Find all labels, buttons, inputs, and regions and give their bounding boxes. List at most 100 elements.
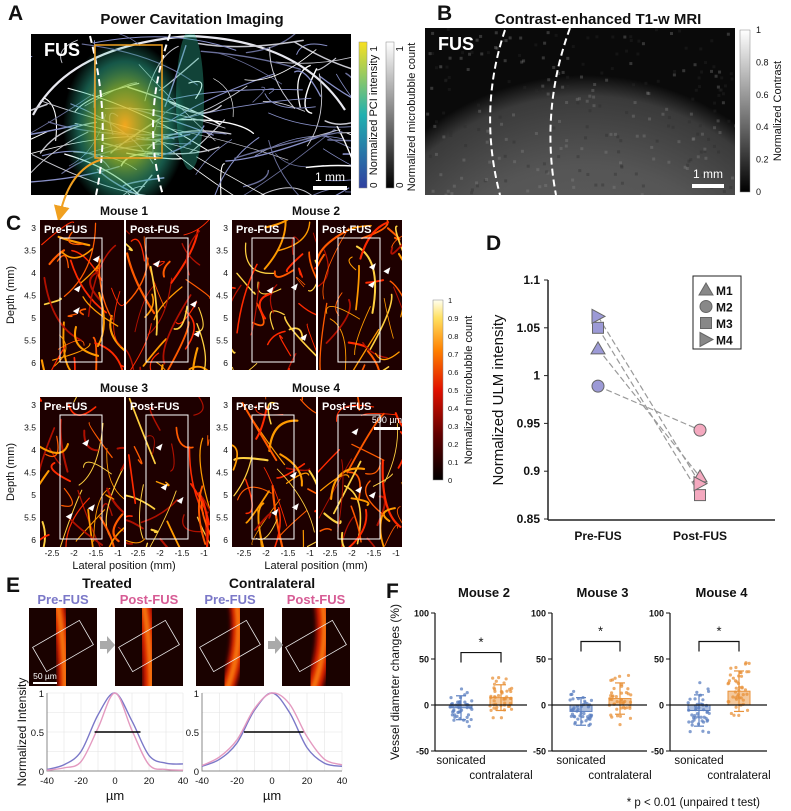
vessel-trace bbox=[237, 486, 272, 501]
mri-noise bbox=[430, 86, 434, 90]
vessel-trace bbox=[126, 252, 156, 315]
vessel-trace bbox=[193, 397, 204, 416]
mri-noise bbox=[601, 183, 605, 187]
mri-noise bbox=[698, 85, 702, 89]
vessel-trace bbox=[195, 139, 233, 175]
vessel-closeup-image bbox=[196, 608, 264, 686]
mri-noise bbox=[428, 154, 432, 158]
vessel-trace bbox=[144, 293, 155, 318]
mri-noise bbox=[713, 109, 717, 113]
mri-noise bbox=[729, 185, 733, 189]
vessel-trace bbox=[340, 516, 354, 547]
analysis-roi bbox=[145, 414, 189, 540]
vessel-trace bbox=[128, 397, 156, 465]
arrowhead-marker bbox=[289, 471, 297, 479]
mouse-title: Mouse 2 bbox=[458, 585, 510, 600]
vessel-trace bbox=[149, 265, 158, 336]
mri-noise bbox=[592, 104, 596, 108]
mri-noise bbox=[486, 51, 490, 55]
vessel-trace bbox=[266, 330, 286, 346]
vessel-core bbox=[141, 608, 154, 686]
mri-noise bbox=[700, 132, 704, 136]
vessel-trace bbox=[352, 328, 380, 370]
mri-noise bbox=[716, 85, 720, 89]
roi-box bbox=[94, 44, 163, 159]
data-point bbox=[626, 692, 630, 696]
mri-noise bbox=[716, 119, 720, 123]
ulm-image bbox=[232, 397, 316, 547]
cortex-surface bbox=[32, 34, 346, 116]
arrow-icon bbox=[268, 636, 283, 654]
mri-noise bbox=[545, 170, 549, 174]
x-tick-label: -2 bbox=[156, 548, 164, 558]
analysis-roi bbox=[59, 237, 103, 363]
vessel-trace bbox=[166, 520, 181, 547]
data-point bbox=[731, 676, 735, 680]
mri-noise bbox=[519, 36, 523, 40]
data-point bbox=[617, 674, 622, 678]
data-point bbox=[489, 695, 493, 700]
data-point bbox=[492, 699, 496, 703]
mri-noise bbox=[712, 144, 716, 148]
count-colorbar-min: 0 bbox=[395, 182, 406, 188]
mri-noise bbox=[672, 73, 676, 77]
mri-noise bbox=[520, 149, 524, 153]
data-point bbox=[505, 689, 509, 693]
vessel-trace bbox=[79, 308, 87, 316]
mri-noise bbox=[696, 132, 700, 136]
point-pre-m3 bbox=[592, 321, 604, 334]
data-point bbox=[699, 715, 703, 719]
mouse-title: Mouse 2 bbox=[292, 204, 340, 218]
mri-noise bbox=[475, 184, 479, 188]
vessel-closeup-image bbox=[282, 608, 350, 686]
panel-label-f: F bbox=[386, 580, 399, 603]
mri-noise bbox=[620, 164, 624, 168]
vessel-trace bbox=[400, 308, 402, 318]
mri-noise bbox=[522, 59, 526, 63]
vessel-trace bbox=[83, 461, 112, 475]
x-tick-label: -1.5 bbox=[367, 548, 382, 558]
vessel-trace bbox=[366, 537, 376, 547]
vessel-trace bbox=[318, 249, 329, 287]
vessel-trace bbox=[319, 527, 332, 532]
data-point bbox=[468, 706, 473, 710]
vessel-trace bbox=[201, 496, 210, 512]
vessel-trace bbox=[133, 445, 143, 465]
x-tick-label: 40 bbox=[337, 776, 348, 787]
mri-noise bbox=[671, 125, 675, 129]
vessel-trace bbox=[126, 242, 133, 252]
data-point bbox=[700, 719, 704, 723]
x-axis-label: µm bbox=[106, 788, 124, 803]
mri-noise bbox=[592, 95, 596, 99]
mri-noise bbox=[707, 194, 711, 195]
vessel-trace bbox=[126, 515, 133, 518]
vessel-trace bbox=[96, 291, 105, 348]
mri-noise bbox=[552, 65, 556, 69]
mri-noise bbox=[616, 135, 620, 139]
mri-noise bbox=[449, 130, 453, 134]
vessel-trace bbox=[232, 348, 236, 354]
mri-noise bbox=[579, 75, 583, 79]
arrowhead-marker bbox=[383, 267, 391, 275]
x-tick-label: -40 bbox=[195, 776, 209, 787]
mri-noise bbox=[445, 65, 449, 69]
post-fus-label: Post-FUS bbox=[322, 224, 372, 236]
mouse-title: Mouse 4 bbox=[292, 381, 340, 395]
colorbar-tick: 0.7 bbox=[448, 350, 458, 359]
vessel-trace bbox=[381, 459, 402, 528]
vessel-trace bbox=[306, 323, 316, 352]
colorbar-tick: 0.5 bbox=[448, 386, 458, 395]
data-point bbox=[508, 701, 512, 706]
contrast-colorbar-label: Normalized Contrast bbox=[772, 61, 784, 161]
vessel-trace bbox=[198, 491, 209, 547]
mri-noise bbox=[642, 134, 646, 138]
vessel-trace bbox=[348, 471, 361, 501]
mri-noise bbox=[667, 115, 671, 119]
vessel-trace bbox=[294, 70, 322, 97]
mri-noise bbox=[609, 132, 613, 136]
mri-noise bbox=[444, 79, 448, 83]
mri-noise bbox=[641, 184, 645, 188]
mri-noise bbox=[636, 52, 640, 56]
data-point bbox=[504, 677, 508, 681]
data-point bbox=[449, 696, 453, 700]
